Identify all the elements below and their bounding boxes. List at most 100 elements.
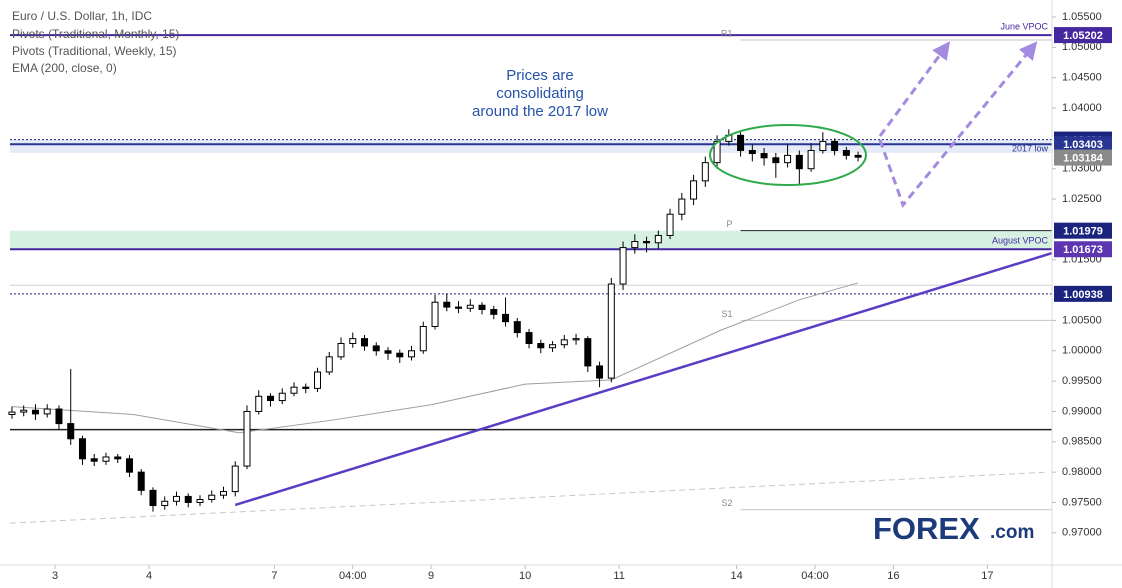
x-tick-label: 14 [731,570,743,582]
zone [10,230,1052,250]
pivot-label: R1 [721,28,733,38]
candle-body [349,338,357,344]
x-tick-label: 10 [519,570,531,582]
candle-body [772,157,780,164]
candle-body [607,283,615,379]
candle-body [419,325,427,352]
candle-body [443,301,451,308]
legend-entry: Pivots (Traditional, Weekly, 15) [12,44,177,58]
candle-body [172,495,180,502]
projection-arrow [878,41,1038,209]
y-tick-label: 1.00500 [1062,314,1102,326]
annotation: consolidating [496,85,584,102]
candle-body [278,392,286,402]
price-tag [1054,136,1112,153]
price-tag-label: 1.03184 [1063,152,1104,164]
candle-body [572,338,580,341]
candle-body [267,395,274,402]
zone [10,139,1052,153]
price-tag [1054,241,1112,258]
candle-body [408,350,416,358]
candle-body [55,408,63,425]
candle-body [90,458,98,462]
x-tick-label: 04:00 [801,570,829,582]
x-tick-label: 7 [271,570,277,582]
candle-body [337,342,345,358]
candle-body [513,321,521,334]
candle-body [43,408,51,415]
candle-body [78,438,86,460]
candle-body [67,423,75,440]
y-tick-label: 0.99500 [1062,375,1102,387]
candle-body [737,134,745,152]
price-tag-label: 1.01673 [1063,244,1103,256]
candle-body [502,313,510,323]
level-label: August VPOC [992,236,1049,246]
candle-body [325,356,333,373]
candle-body [631,241,639,249]
y-tick-label: 0.97000 [1062,527,1102,539]
candle-body [619,247,627,285]
candle-body [31,409,39,415]
candle-body [137,471,145,491]
candle-body [231,465,239,493]
legend-entry: Pivots (Traditional, Monthly, 15) [12,27,179,41]
line-series [11,282,859,434]
y-tick-label: 0.97500 [1062,496,1102,508]
price-tag-label: 1.01979 [1063,226,1103,238]
price-tag-label: 1.00938 [1063,289,1103,301]
candle-body [161,500,169,507]
candle-body [760,153,768,159]
y-tick-label: 1.03000 [1062,163,1102,175]
annotation: around the 2017 low [472,103,608,120]
line-series [9,471,1049,524]
candle-body [537,342,545,349]
candle-body [243,410,251,467]
candle-body [314,371,322,389]
legend-entry: EMA (200, close, 0) [12,61,117,75]
pivot-label: S2 [722,498,733,508]
y-tick-label: 1.04000 [1062,102,1102,114]
x-tick-label: 3 [52,570,58,582]
candle-body [290,386,298,394]
x-tick-label: 16 [887,570,899,582]
y-tick-label: 1.05500 [1062,11,1102,23]
x-tick-label: 9 [428,570,434,582]
price-tag-label: 1.05202 [1063,30,1103,42]
y-tick-label: 1.00000 [1062,345,1102,357]
candle-body [196,498,204,503]
candle-body [690,180,698,200]
candle-body [125,458,133,473]
candle-body [384,350,392,354]
pivot-label: S1 [722,309,733,319]
candle-body [584,338,592,367]
zone-label: 2017 low [1012,144,1049,154]
price-tag [1054,222,1112,239]
legend-entry: Euro / U.S. Dollar, 1h, IDC [12,9,152,23]
candle-body [525,332,533,344]
y-tick-label: 1.05000 [1062,41,1102,53]
candle-body [372,345,380,352]
price-tag-label: 1.03403 [1063,139,1103,151]
x-tick-label: 04:00 [339,570,367,582]
x-tick-label: 11 [613,570,624,582]
logo: .com [990,522,1034,543]
price-tag [1054,285,1112,302]
candle-body [842,150,850,156]
candle-body [490,309,498,315]
y-tick-label: 0.98500 [1062,436,1102,448]
projection-arrow [878,41,951,137]
candle-body [149,489,157,507]
candle-body [596,365,604,379]
line-series [234,251,1053,507]
y-tick-label: 1.02500 [1062,193,1102,205]
plot-area: 2017 low June VPOC R1 P August VPOC S1 S2 [8,21,1053,524]
logo: FOREX [873,511,980,546]
x-tick-label: 17 [981,570,993,582]
candle-body [854,154,862,158]
candle-body [795,154,803,170]
candle-body [208,494,216,500]
candle-body [819,140,827,152]
consolidation-ellipse [709,124,867,186]
candle-body [361,338,369,347]
